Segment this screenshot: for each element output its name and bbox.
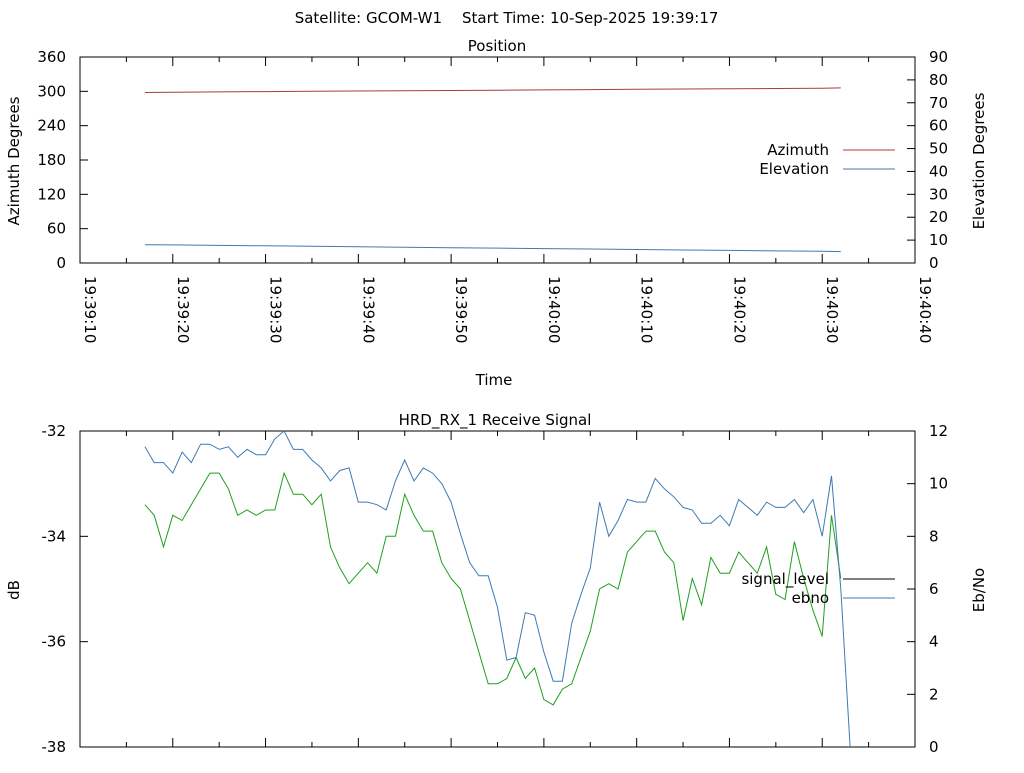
y2-tick-label: 10 [929,231,948,249]
x-tick-label: 19:40:30 [823,276,841,343]
chart-marks: 19:39:10 19:39:20 19:39:30 19:39:40 19:39:50… [37,48,948,756]
series-line-signal_level [144,471,842,706]
y-tick-label: 240 [37,117,66,135]
series-line-azimuth [144,87,841,93]
x-tick-label: 19:39:20 [174,276,192,343]
x-tick-label: 19:39:40 [359,276,377,343]
position-x-axis-label: Time [475,371,513,389]
legend-label: ebno [792,589,829,607]
y-tick-label: 300 [37,82,66,100]
y2-tick-label: 8 [929,527,939,545]
y2-tick-label: 20 [929,208,948,226]
y-tick-label: -34 [42,527,67,545]
y2-tick-label: 70 [929,94,948,112]
y-tick-label: -32 [42,422,67,440]
y-tick-label: 120 [37,185,66,203]
y2-tick-label: 40 [929,162,948,180]
y2-tick-label: 0 [929,254,939,272]
y-tick-label: 180 [37,151,66,169]
position-chart-title: Position [468,37,526,55]
legend-label: signal_level [741,570,829,589]
x-tick-label: 19:40:10 [638,276,656,343]
y-tick-label: -36 [42,633,67,651]
y2-tick-label: 10 [929,475,948,493]
ebno-axis-label: Eb/No [970,568,988,612]
legend-label: Elevation [759,160,829,178]
x-tick-label: 19:39:10 [81,276,99,343]
azimuth-axis-label: Azimuth Degrees [5,96,23,225]
y2-tick-label: 80 [929,71,948,89]
y-tick-label: 360 [37,48,66,66]
x-tick-label: 19:40:00 [545,276,563,343]
x-tick-label: 19:39:30 [267,276,285,343]
y-tick-label: 0 [56,254,66,272]
series-line-ebno [144,430,851,748]
x-tick-label: 19:40:20 [730,276,748,343]
series-line-elevation [144,244,841,253]
satellite-label: Satellite: GCOM-W1 [295,9,442,27]
y2-tick-label: 30 [929,185,948,203]
elevation-axis-label: Elevation Degrees [970,92,988,229]
db-axis-label: dB [5,580,23,600]
start-time-label: Start Time: 10-Sep-2025 19:39:17 [462,9,718,27]
plot-frame-1 [79,430,916,748]
y2-tick-label: 2 [929,685,939,703]
x-tick-label: 19:40:40 [916,276,934,343]
y2-tick-label: 90 [929,48,948,66]
y-tick-label: 60 [47,220,66,238]
y-tick-label: -38 [42,738,67,756]
x-tick-label: 19:39:50 [452,276,470,343]
y2-tick-label: 6 [929,580,939,598]
y2-tick-label: 50 [929,140,948,158]
signal-chart-title: HRD_RX_1 Receive Signal [399,411,592,430]
y2-tick-label: 60 [929,117,948,135]
y2-tick-label: 12 [929,422,948,440]
y2-tick-label: 0 [929,738,939,756]
y2-tick-label: 4 [929,633,939,651]
legend-label: Azimuth [767,141,829,159]
